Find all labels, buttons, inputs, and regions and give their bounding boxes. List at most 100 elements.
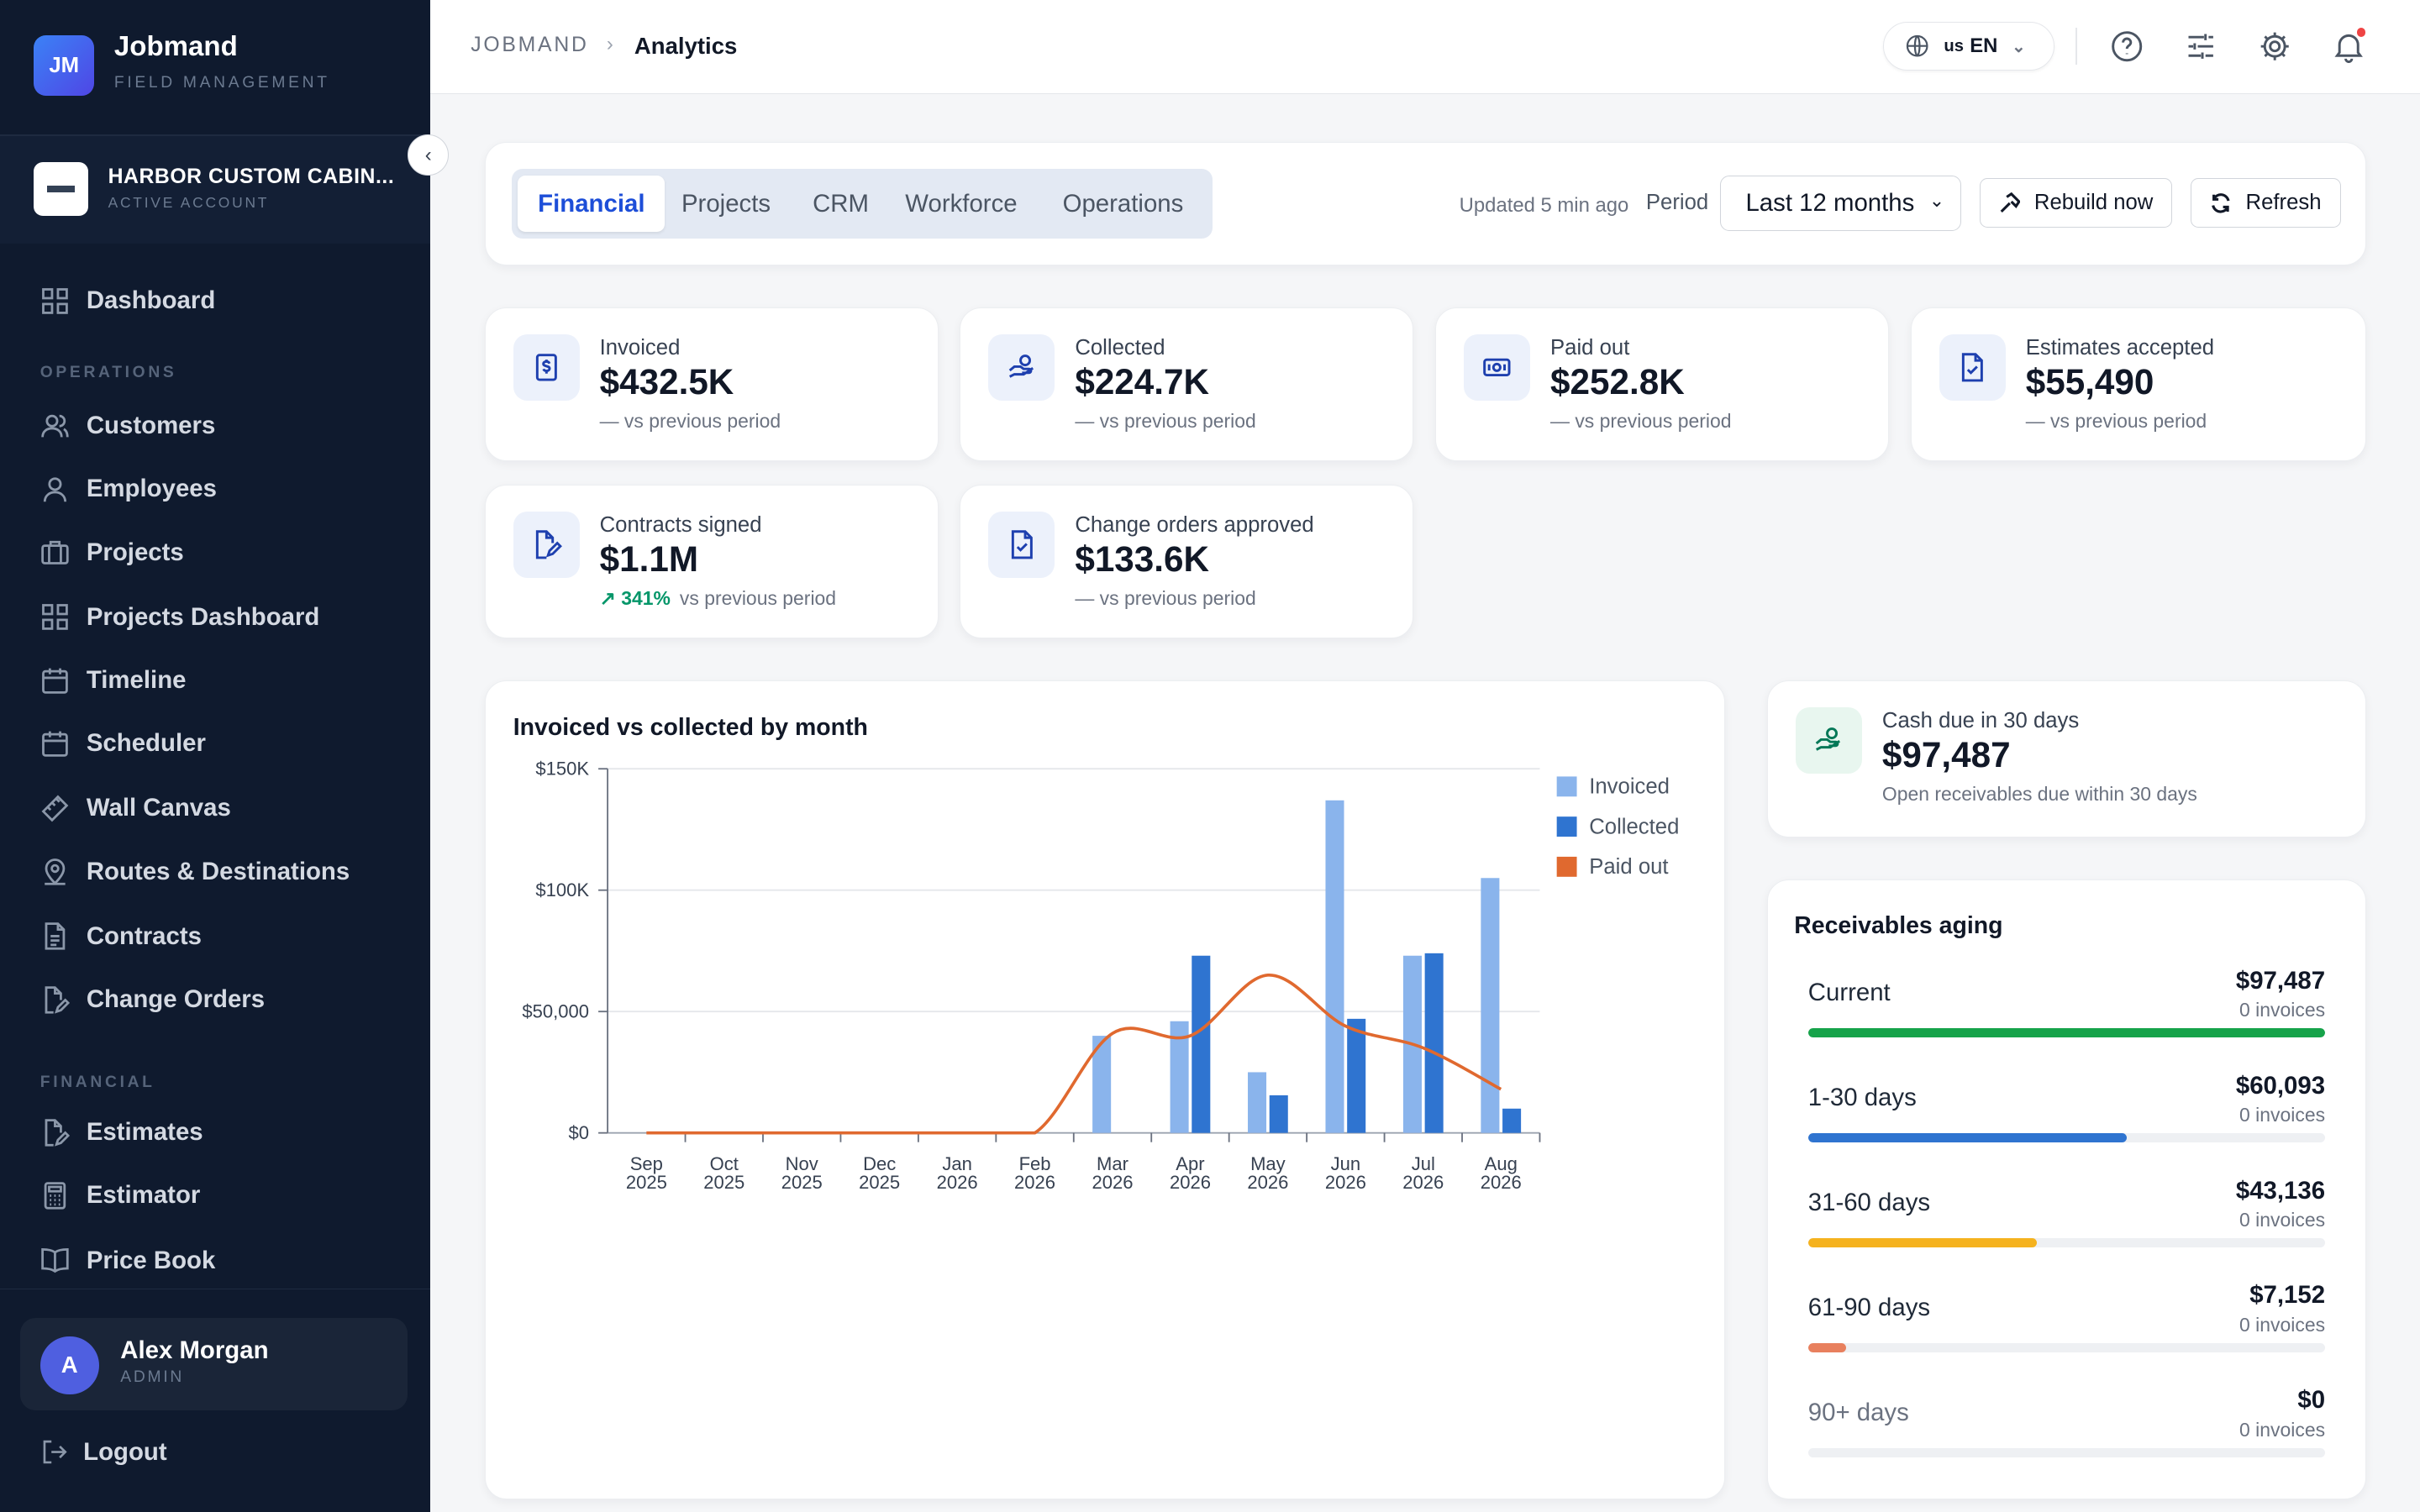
- tab-financial[interactable]: Financial: [518, 175, 666, 233]
- sidebar-item-label: Routes & Destinations: [86, 857, 350, 885]
- kpi-card-paid-out: Paid out $252.8K — vs previous period: [1435, 307, 1890, 462]
- calculator-icon: [44, 1182, 66, 1210]
- refresh-label: Refresh: [2245, 191, 2322, 215]
- receivables-aging-card: Receivables aging Current $97,487 0 invoic…: [1767, 879, 2366, 1500]
- sidebar-item-customers[interactable]: Customers: [40, 407, 216, 444]
- aging-invoice-count: 0 invoices: [2239, 999, 2326, 1021]
- sidebar-item-label: Projects: [86, 538, 184, 566]
- sidebar-item-scheduler[interactable]: Scheduler: [40, 725, 206, 762]
- sidebar-item-projects[interactable]: Projects: [40, 533, 184, 570]
- bar-collected: [1346, 1019, 1365, 1134]
- legend-label: Invoiced: [1589, 775, 1670, 799]
- user-name: Alex Morgan: [120, 1336, 269, 1364]
- bell-icon: [2334, 34, 2364, 63]
- document-edit-icon: [45, 985, 70, 1014]
- sidebar-item-label: Customers: [86, 411, 216, 439]
- user-icon: [43, 477, 66, 502]
- gear-icon: [2260, 32, 2289, 60]
- kpi-label: Change orders approved: [1075, 512, 1314, 537]
- sidebar-item-routes[interactable]: Routes & Destinations: [40, 853, 350, 890]
- aging-row: Current $97,487 0 invoices: [1807, 967, 2326, 1059]
- sidebar-item-employees[interactable]: Employees: [40, 470, 217, 507]
- ruler-icon: [41, 795, 69, 822]
- sidebar-item-label: Scheduler: [86, 729, 206, 758]
- avatar: A: [39, 1336, 99, 1395]
- sliders-icon: [2188, 34, 2213, 59]
- sidebar-item-wall-canvas[interactable]: Wall Canvas: [40, 790, 231, 827]
- kpi-label: Paid out: [1550, 335, 1630, 360]
- tab-projects[interactable]: Projects: [681, 189, 771, 218]
- aging-bucket-label: 31-60 days: [1807, 1189, 1931, 1217]
- nav-section-financial: FINANCIAL: [39, 1074, 155, 1092]
- tab-operations[interactable]: Operations: [1062, 189, 1184, 218]
- sidebar-item-label: Change Orders: [86, 985, 266, 1014]
- breadcrumb-root[interactable]: JOBMAND: [471, 34, 589, 57]
- settings-button[interactable]: [2258, 29, 2291, 63]
- aging-row: 90+ days $0 0 invoices: [1807, 1386, 2326, 1478]
- tab-workforce[interactable]: Workforce: [905, 189, 1018, 218]
- aging-amount: $0: [2297, 1386, 2326, 1415]
- legend-label: Paid out: [1589, 856, 1668, 879]
- period-select[interactable]: Last 12 months ⌄: [1720, 175, 1961, 231]
- cash-due-label: Cash due in 30 days: [1881, 709, 2080, 733]
- aging-invoice-count: 0 invoices: [2239, 1418, 2326, 1441]
- aging-progress-track: [1807, 1133, 2326, 1143]
- language-selector[interactable]: us EN ⌄: [1882, 21, 2054, 71]
- sidebar-item-projects-dashboard[interactable]: Projects Dashboard: [40, 599, 319, 636]
- aging-invoice-count: 0 invoices: [2239, 1209, 2326, 1231]
- help-icon: [2111, 31, 2142, 62]
- kpi-label: Contracts signed: [599, 512, 762, 537]
- kpi-value: $224.7K: [1075, 361, 1210, 402]
- sidebar-item-label: Dashboard: [86, 286, 216, 315]
- kpi-label: Invoiced: [599, 335, 681, 360]
- aging-bucket-label: 61-90 days: [1807, 1294, 1931, 1322]
- sidebar-item-price-book[interactable]: Price Book: [40, 1242, 215, 1279]
- x-tick-label: Jan 2026: [936, 1153, 977, 1193]
- bar-invoiced: [1170, 1021, 1189, 1134]
- help-button[interactable]: [2110, 29, 2144, 63]
- sidebar-item-timeline[interactable]: Timeline: [40, 662, 186, 699]
- bar-invoiced: [1247, 1072, 1266, 1134]
- map-pin-icon: [44, 858, 66, 885]
- notifications-button[interactable]: [2332, 26, 2368, 63]
- account-name: HARBOR CUSTOM CABIN...: [108, 165, 395, 188]
- sidebar-item-label: Employees: [86, 475, 217, 503]
- period-value: Last 12 months: [1745, 188, 1915, 217]
- kpi-delta: — vs previous period: [1550, 409, 1732, 432]
- account-switcher[interactable]: HARBOR CUSTOM CABIN... ACTIVE ACCOUNT: [0, 135, 431, 244]
- briefcase-icon: [40, 540, 69, 565]
- user-card[interactable]: A Alex Morgan ADMIN: [19, 1317, 408, 1410]
- sidebar-item-contracts[interactable]: Contracts: [40, 918, 202, 955]
- sidebar-item-dashboard[interactable]: Dashboard: [40, 282, 216, 319]
- top-header: JOBMAND › Analytics us EN ⌄: [430, 0, 2420, 95]
- kpi-value: $432.5K: [599, 361, 734, 402]
- refresh-button[interactable]: Refresh: [2191, 178, 2341, 228]
- bar-invoiced: [1092, 1036, 1111, 1134]
- aging-progress-track: [1807, 1447, 2326, 1457]
- filters-button[interactable]: [2184, 29, 2217, 63]
- rebuild-button[interactable]: Rebuild now: [1979, 178, 2173, 228]
- account-logo: [34, 161, 88, 217]
- kpi-card-contracts-signed: Contracts signed $1.1M ↗ 341% vs previous…: [484, 484, 939, 639]
- hammer-icon: [2000, 192, 2021, 213]
- kpi-value: $55,490: [2025, 361, 2154, 402]
- sidebar-item-change-orders[interactable]: Change Orders: [40, 981, 265, 1018]
- users-icon: [40, 415, 69, 438]
- kpi-label: Collected: [1075, 335, 1165, 360]
- tab-crm[interactable]: CRM: [813, 189, 869, 218]
- dollar-doc-icon: [513, 333, 580, 401]
- calendar-icon: [41, 668, 68, 694]
- brand-logo: JM: [34, 35, 95, 96]
- x-tick-label: Dec 2025: [859, 1153, 900, 1193]
- sidebar-item-estimator[interactable]: Estimator: [40, 1177, 200, 1214]
- x-tick-label: Feb 2026: [1014, 1153, 1055, 1193]
- sidebar-item-estimates[interactable]: Estimates: [40, 1114, 203, 1151]
- logout-button[interactable]: Logout: [40, 1438, 167, 1467]
- chevron-right-icon: ›: [606, 32, 613, 55]
- collapse-sidebar-button[interactable]: ‹: [407, 134, 450, 176]
- account-role: ACTIVE ACCOUNT: [108, 194, 270, 212]
- x-tick-label: Nov 2025: [781, 1153, 822, 1193]
- aging-row: 31-60 days $43,136 0 invoices: [1807, 1177, 2326, 1269]
- aging-progress-track: [1807, 1238, 2326, 1248]
- aging-amount: $60,093: [2235, 1071, 2326, 1100]
